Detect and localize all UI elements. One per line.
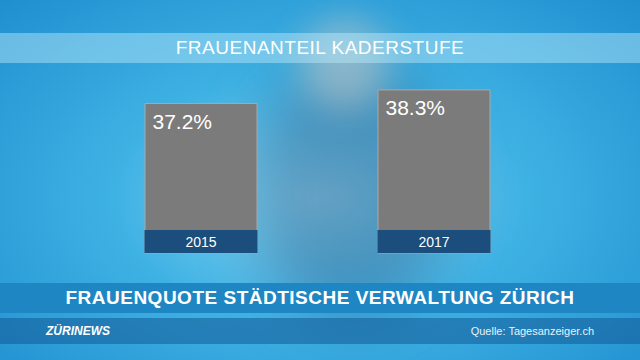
html-text:FRAUENANTEIL KADERSTUFE: FRAUENANTEIL KADERSTUFE: [175, 37, 465, 58]
svg-text:37.2%: 37.2%: [153, 110, 213, 133]
html-text:FRAUENQUOTE STÄDTISCHE VERWALT: FRAUENQUOTE STÄDTISCHE VERWALTUNG ZÜRICH: [65, 287, 575, 308]
html-text:ZÜRINEWS: ZÜRINEWS: [46, 324, 110, 338]
svg-text:2015: 2015: [185, 234, 216, 250]
svg-text:2017: 2017: [418, 234, 449, 250]
html-text:Quelle: Tagesanzeiger.ch: Quelle: Tagesanzeiger.ch: [470, 325, 594, 337]
svg-text:38.3%: 38.3%: [386, 96, 446, 119]
